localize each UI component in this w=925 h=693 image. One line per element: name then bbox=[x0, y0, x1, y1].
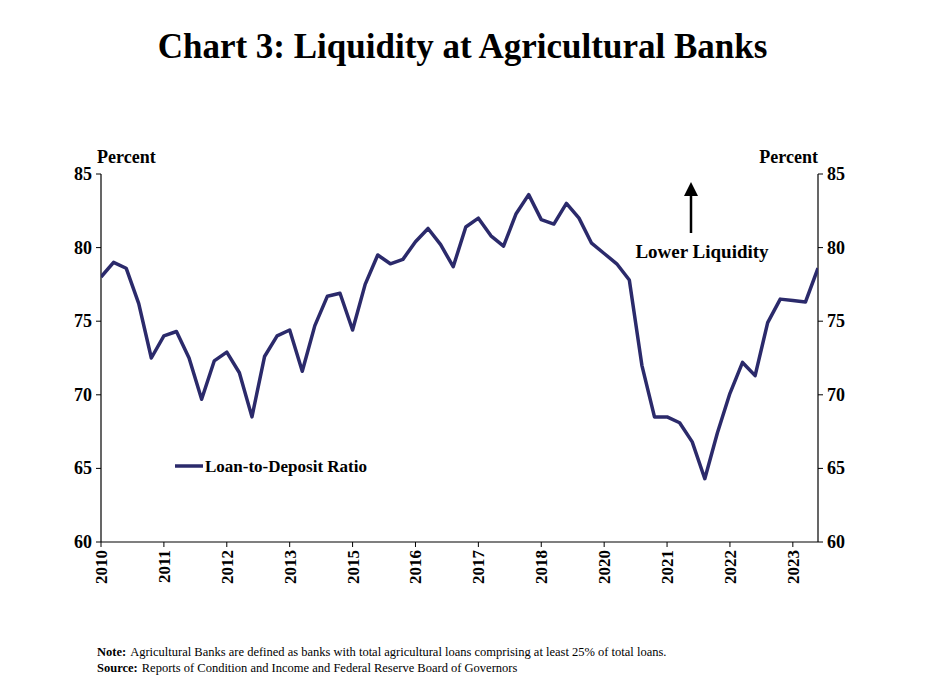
plot-area bbox=[101, 195, 818, 479]
y-tick-label: 60 bbox=[74, 532, 92, 552]
note-text: Agricultural Banks are defined as banks … bbox=[130, 645, 666, 659]
y-tick bbox=[96, 468, 101, 469]
x-tick-label: 2017 bbox=[469, 550, 488, 585]
note: Note: Agricultural Banks are defined as b… bbox=[97, 645, 666, 659]
x-tick-label: 2015 bbox=[344, 550, 363, 584]
note: Source: Reports of Condition and Income a… bbox=[97, 661, 517, 675]
y-tick-label: 80 bbox=[74, 238, 92, 258]
x-tick bbox=[352, 542, 353, 547]
y2-tick bbox=[818, 247, 823, 248]
x-tick-label: 2013 bbox=[281, 550, 300, 584]
y-tick bbox=[96, 542, 101, 543]
y-tick-label: 65 bbox=[74, 458, 92, 478]
y2-tick-label: 70 bbox=[827, 385, 845, 405]
x-tick-label: 2020 bbox=[595, 550, 614, 584]
annotation: Lower Liquidity bbox=[635, 241, 769, 262]
y2-tick bbox=[818, 394, 823, 395]
y2-tick bbox=[818, 174, 823, 175]
y-axis bbox=[100, 174, 101, 542]
x-tick bbox=[101, 542, 102, 547]
y2-tick-label: 75 bbox=[827, 311, 845, 331]
y2-tick-label: 65 bbox=[827, 458, 845, 478]
y2-tick-label: 85 bbox=[827, 164, 845, 184]
x-tick-label: 2016 bbox=[406, 550, 425, 584]
x-axis bbox=[101, 541, 818, 542]
y-tick bbox=[96, 394, 101, 395]
y2-tick bbox=[818, 468, 823, 469]
series-line bbox=[101, 195, 818, 479]
chart: Chart 3: Liquidity at Agricultural Banks… bbox=[0, 0, 925, 693]
x-tick bbox=[667, 542, 668, 547]
x-tick bbox=[163, 542, 164, 547]
legend-label: Loan-to-Deposit Ratio bbox=[205, 457, 367, 476]
x-tick bbox=[478, 542, 479, 547]
y-tick-label: 75 bbox=[74, 311, 92, 331]
y2-tick-label: 80 bbox=[827, 238, 845, 258]
y-tick bbox=[96, 174, 101, 175]
y2-tick-label: 60 bbox=[827, 532, 845, 552]
x-tick bbox=[792, 542, 793, 547]
note-label: Source: bbox=[97, 661, 138, 675]
y2-tick bbox=[818, 542, 823, 543]
title: Chart 3: Liquidity at Agricultural Banks bbox=[158, 27, 768, 66]
y-axis-label: Percent bbox=[97, 147, 156, 167]
y2-axis bbox=[817, 174, 818, 542]
annotation-arrow bbox=[690, 193, 693, 233]
y-tick bbox=[96, 321, 101, 322]
x-tick-label: 2021 bbox=[658, 550, 677, 584]
y-tick-label: 85 bbox=[74, 164, 92, 184]
y2-axis-label: Percent bbox=[759, 147, 818, 167]
y-tick-label: 70 bbox=[74, 385, 92, 405]
note-label: Note: bbox=[97, 645, 126, 659]
annotation-arrowhead bbox=[684, 182, 698, 196]
y2-tick bbox=[818, 321, 823, 322]
x-tick bbox=[226, 542, 227, 547]
x-tick bbox=[289, 542, 290, 547]
x-tick-label: 2011 bbox=[155, 550, 174, 583]
x-tick bbox=[415, 542, 416, 547]
x-tick bbox=[541, 542, 542, 547]
x-tick-label: 2018 bbox=[532, 550, 551, 584]
x-tick-label: 2022 bbox=[721, 550, 740, 584]
x-tick bbox=[729, 542, 730, 547]
y-tick bbox=[96, 247, 101, 248]
x-tick-label: 2012 bbox=[218, 550, 237, 584]
legend-swatch bbox=[175, 464, 203, 468]
x-tick-label: 2023 bbox=[784, 550, 803, 584]
x-tick bbox=[604, 542, 605, 547]
note-text: Reports of Condition and Income and Fede… bbox=[142, 661, 518, 675]
x-tick-label: 2010 bbox=[92, 550, 111, 584]
